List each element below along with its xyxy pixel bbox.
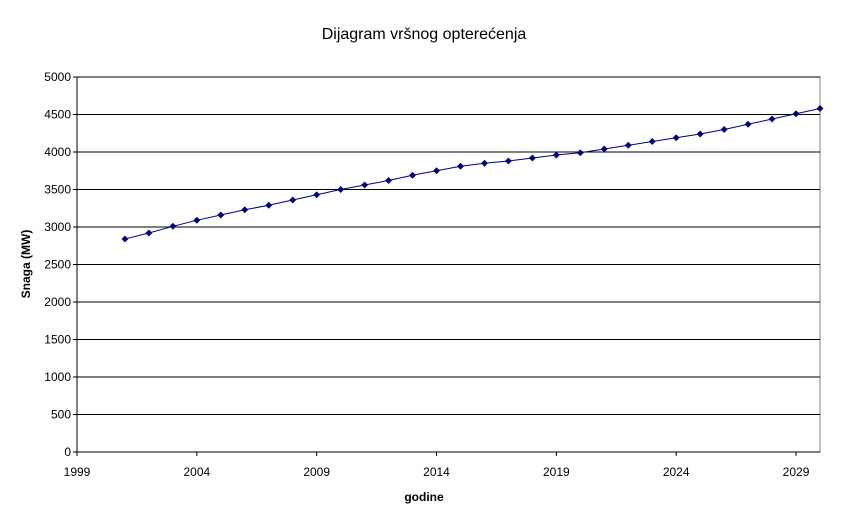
y-tick-label: 0 [64, 445, 71, 459]
data-point [552, 151, 560, 159]
data-point [193, 216, 201, 224]
data-point [408, 171, 417, 179]
x-tick-labels: 1999 2004 2009 2014 2019 2024 2029 [64, 465, 810, 479]
data-point [600, 145, 608, 153]
data-point [504, 157, 512, 165]
data-point [121, 235, 129, 243]
data-point [576, 149, 584, 157]
data-point [456, 162, 465, 170]
y-tick-label: 4000 [44, 145, 71, 159]
y-tick-label: 3500 [44, 183, 71, 197]
series-layer [121, 104, 824, 243]
x-tick-label: 2009 [303, 465, 330, 479]
data-point [792, 110, 800, 118]
series-line [124, 108, 821, 240]
data-point [648, 137, 656, 146]
data-point [528, 154, 536, 162]
data-point [145, 229, 153, 237]
chart-title: Dijagram vršnog opterećenja [322, 26, 527, 43]
x-tick-label: 1999 [64, 465, 91, 479]
data-point [217, 211, 225, 219]
data-point [361, 181, 369, 189]
data-point [480, 159, 489, 167]
y-tick-labels: 0 500 1000 1500 2000 2500 3000 3500 4000 4500 5000 [44, 70, 71, 459]
data-point [696, 130, 704, 138]
axes [73, 76, 820, 456]
y-tick-label: 2500 [44, 258, 71, 272]
y-tick-label: 2000 [44, 295, 71, 309]
y-tick-label: 5000 [44, 70, 71, 84]
data-point [289, 196, 297, 204]
x-tick-label: 2019 [543, 465, 570, 479]
x-tick-label: 2004 [183, 465, 210, 479]
y-tick-label: 1500 [44, 333, 71, 347]
data-point [672, 134, 680, 142]
data-point [816, 104, 824, 113]
data-point [169, 222, 177, 230]
data-point [432, 167, 441, 175]
data-point [624, 141, 632, 149]
data-point [744, 120, 752, 128]
y-tick-label: 4500 [44, 108, 71, 122]
data-point [241, 206, 249, 214]
data-point [768, 115, 776, 123]
x-tick-label: 2014 [423, 465, 450, 479]
data-point [385, 176, 393, 185]
x-axis-label: godine [404, 490, 444, 504]
data-point [265, 201, 273, 209]
data-point [337, 185, 345, 194]
y-tick-label: 3000 [44, 220, 71, 234]
y-tick-label: 500 [51, 408, 71, 422]
grid-lines [77, 76, 820, 415]
data-point [720, 125, 728, 134]
y-axis-label: Snaga (MW) [19, 230, 33, 299]
x-tick-label: 2024 [663, 465, 690, 479]
x-tick-label: 2029 [783, 465, 810, 479]
data-point [313, 191, 321, 199]
y-tick-label: 1000 [44, 370, 71, 384]
